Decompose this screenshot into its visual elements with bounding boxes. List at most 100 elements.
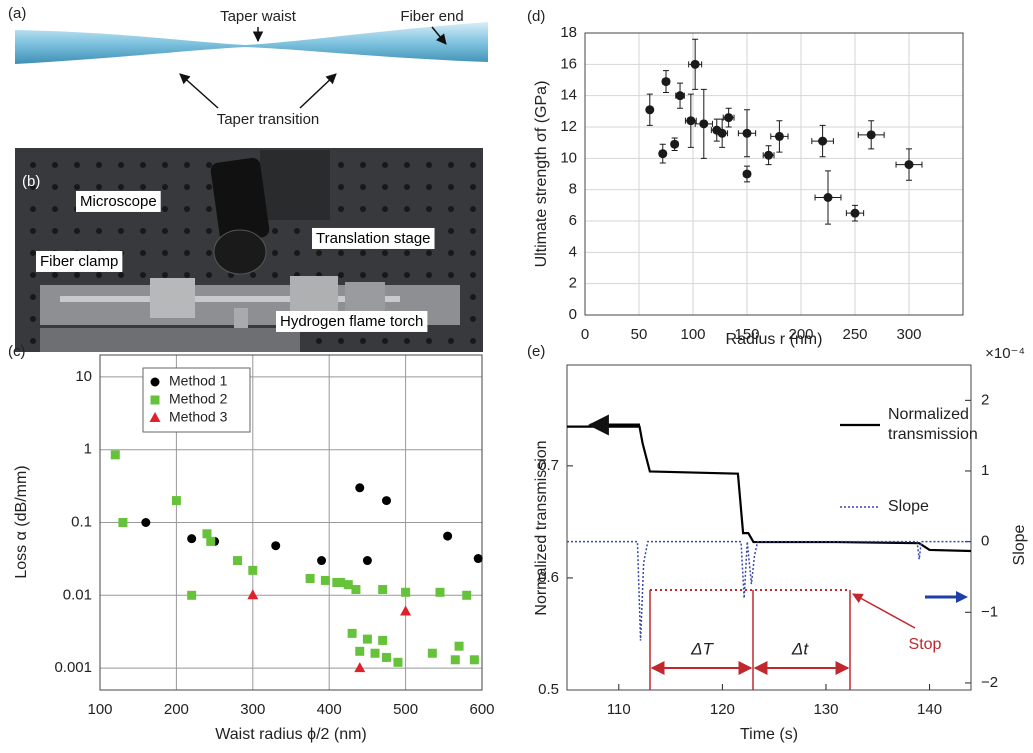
point — [690, 59, 700, 69]
y-tick-label: 0.1 — [71, 513, 92, 530]
point — [378, 585, 388, 595]
point — [469, 655, 479, 665]
point — [206, 536, 216, 546]
point — [233, 556, 243, 566]
point — [645, 105, 655, 115]
x-axis-label: Radius r (nm) — [726, 331, 823, 348]
plot-frame — [99, 354, 483, 691]
x-tick-label: 100 — [680, 326, 705, 343]
panel-a: (a) Taper waist Fiber end Taper transiti… — [8, 5, 488, 128]
x-tick-label: 250 — [842, 326, 867, 343]
panel-label: (e) — [527, 343, 545, 360]
legend-marker — [149, 412, 161, 422]
point — [354, 662, 366, 673]
point — [355, 646, 365, 656]
legend-label: Method 1 — [169, 373, 228, 389]
y-tick-label: 0.7 — [538, 457, 559, 474]
x-tick-label: 100 — [87, 701, 112, 718]
y-axis-label: Normalized transmission — [533, 440, 550, 615]
point — [317, 556, 327, 566]
panel-b: (b) Microscope Translation stage Fiber c… — [15, 148, 483, 352]
plot-area — [585, 33, 963, 315]
point — [370, 648, 380, 658]
point — [866, 130, 876, 140]
y-tick-label: 0.6 — [538, 569, 559, 586]
point — [202, 529, 212, 539]
y-tick-label: 0.01 — [63, 586, 92, 603]
y2-tick-label: 0 — [981, 533, 989, 550]
x-tick-label: 200 — [164, 701, 189, 718]
point — [248, 565, 258, 575]
chart: 110 120 130 140 0.5 0.6 0.7 −2 −1 0 1 2 (e) Time (s) N… — [527, 343, 1028, 743]
point — [401, 587, 411, 597]
annotation: Microscope — [80, 193, 157, 210]
annotation: Translation stage — [316, 230, 431, 247]
annotation: Hydrogen flame torch — [280, 313, 423, 330]
x-tick-label: 120 — [710, 701, 735, 718]
point — [658, 149, 668, 159]
x-tick-label: 400 — [317, 701, 342, 718]
point — [661, 77, 671, 87]
annotation: Taper transition — [217, 111, 320, 128]
point — [717, 128, 727, 138]
point — [454, 641, 464, 651]
x-tick-label: 110 — [607, 701, 631, 718]
point — [362, 556, 372, 566]
annotation: Stop — [909, 636, 942, 653]
legend-label: Slope — [888, 498, 929, 515]
point — [382, 496, 391, 506]
panel-label: (a) — [8, 5, 26, 22]
point — [724, 113, 734, 123]
point — [187, 590, 197, 600]
legend-box — [142, 367, 251, 433]
point — [699, 119, 709, 129]
x-tick-label: 300 — [240, 701, 265, 718]
annotation: Taper waist — [220, 8, 297, 25]
y-tick-label: 16 — [560, 55, 577, 72]
panel-label: (d) — [527, 8, 545, 25]
point — [850, 208, 860, 218]
point — [382, 652, 391, 662]
point — [742, 128, 752, 138]
photo-lens — [213, 229, 267, 275]
point — [347, 628, 357, 638]
x-tick-label: 200 — [788, 326, 813, 343]
photo-rod — [60, 296, 400, 302]
photo-mount — [260, 150, 330, 220]
photo-clamp — [150, 278, 195, 318]
point — [378, 635, 388, 645]
point — [400, 605, 412, 616]
y-tick-label: 0.5 — [538, 681, 559, 698]
point — [336, 577, 346, 587]
x-tick-label: 500 — [393, 701, 418, 718]
annotation: Fiber end — [400, 8, 463, 25]
point — [141, 518, 151, 527]
chart: 100 200 300 400 500 600 0.001 0.01 0.1 1 10 (c) Wais… — [8, 343, 495, 743]
legend-label: Normalized transmission — [888, 406, 978, 443]
legend-entry: Normalized transmission — [888, 406, 978, 443]
y-tick-label: 0 — [569, 306, 577, 323]
point — [670, 139, 680, 149]
chart: 0 50 100 150 200 250 300 0 2 4 6 8 10 12 14 16 18 (d) Radi… — [527, 8, 964, 348]
x-tick-label: 50 — [631, 326, 648, 343]
x-tick-label: 130 — [813, 701, 838, 718]
annotation: Δt — [791, 639, 809, 658]
arrow — [299, 73, 337, 109]
point — [187, 534, 197, 544]
y2-tick-label: −1 — [981, 603, 998, 620]
x-tick-label: 0 — [581, 326, 589, 343]
label-box — [36, 250, 123, 272]
point — [427, 648, 437, 658]
y-tick-label: 10 — [560, 149, 577, 166]
y-tick-label: 6 — [569, 212, 577, 229]
point — [764, 150, 774, 160]
axis-arrow-head — [956, 591, 968, 603]
plot-frame — [584, 32, 964, 316]
point — [351, 585, 361, 595]
point — [320, 575, 330, 585]
legend-marker — [150, 377, 160, 387]
y-tick-label: 8 — [569, 181, 577, 198]
y-tick-label: 18 — [560, 24, 577, 41]
